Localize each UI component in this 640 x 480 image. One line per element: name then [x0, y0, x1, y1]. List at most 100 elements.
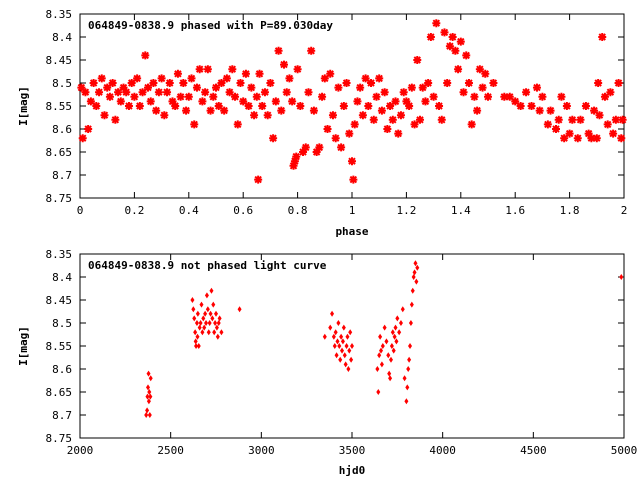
phased-data-point	[568, 115, 577, 124]
unphased-data-point	[376, 389, 381, 395]
unphased-data-point	[387, 370, 392, 377]
phased-data-point	[500, 92, 509, 101]
unphased-data-point	[404, 398, 409, 405]
phased-data-point	[144, 83, 152, 92]
phased-data-point	[124, 102, 133, 110]
phased-data-point	[470, 92, 479, 101]
phased-data-point	[241, 69, 250, 78]
unphased-ticks: 2000 2500 3000 3500 4000 4500 5000 8.35 8.4 8.45 8…	[46, 248, 638, 457]
unphased-data-point	[379, 361, 384, 368]
unphased-data-point	[333, 329, 338, 336]
phased-data-point	[315, 143, 324, 152]
phased-data-point	[231, 92, 240, 101]
phased-data-point	[274, 46, 283, 55]
phased-data-point	[410, 120, 419, 129]
phased-data-point	[361, 74, 370, 83]
unphased-x-tick-label: 2500	[157, 444, 184, 457]
phased-data-point	[402, 97, 411, 106]
phased-x-tick-label: 1.2	[396, 204, 416, 217]
unphased-data-point	[191, 306, 196, 313]
phased-y-axis-title: I[mag]	[17, 86, 30, 126]
phased-data-point	[606, 88, 615, 97]
unphased-data-point	[147, 412, 152, 418]
unphased-data-point	[408, 343, 413, 349]
phased-data-point	[122, 88, 131, 97]
phased-data-point	[187, 74, 196, 83]
phased-data-point	[116, 97, 125, 106]
unphased-data-point	[202, 324, 207, 331]
phased-data-point	[383, 125, 392, 133]
unphased-data-point	[194, 320, 199, 326]
unphased-data-point	[204, 320, 209, 326]
phased-data-point	[418, 83, 427, 92]
unphased-data-point	[346, 366, 351, 372]
phased-data-point	[119, 83, 128, 92]
phased-data-point	[407, 83, 416, 92]
unphased-data-point	[337, 343, 342, 349]
phased-data-point	[111, 115, 120, 124]
phased-data-point	[289, 161, 298, 170]
unphased-x-tick-label: 5000	[611, 444, 638, 457]
phased-data-point	[611, 115, 620, 124]
phased-data-point	[358, 111, 367, 120]
phased-x-tick-label: 1	[349, 204, 356, 217]
phased-points	[77, 19, 627, 184]
unphased-data-point	[409, 301, 414, 308]
phased-data-point	[176, 92, 185, 101]
unphased-data-point	[398, 320, 403, 326]
unphased-data-point	[348, 329, 353, 336]
unphased-data-point	[341, 324, 346, 331]
phased-data-point	[328, 111, 337, 120]
phased-data-point	[280, 60, 288, 69]
unphased-data-point	[400, 306, 405, 313]
unphased-x-tick-label: 3000	[248, 444, 275, 457]
unphased-data-point	[391, 347, 396, 354]
phased-data-point	[135, 102, 144, 110]
phased-data-point	[152, 106, 161, 115]
phased-data-point	[413, 56, 422, 64]
phased-data-point	[100, 111, 109, 120]
unphased-data-point	[205, 306, 210, 313]
unphased-data-point	[379, 347, 384, 354]
phased-data-point	[165, 79, 174, 87]
phased-data-point	[108, 79, 117, 87]
phased-y-tick-label: 8.55	[46, 100, 73, 113]
phased-data-point	[337, 143, 346, 152]
phased-data-point	[377, 106, 386, 115]
phased-x-tick-label: 0.2	[124, 204, 144, 217]
phased-data-point	[236, 79, 245, 87]
phased-y-tick-label: 8.5	[52, 77, 72, 90]
phased-data-point	[505, 92, 514, 101]
unphased-data-point	[330, 310, 335, 317]
unphased-data-point	[384, 338, 389, 345]
unphased-data-point	[338, 356, 343, 363]
phased-data-point	[307, 46, 316, 55]
phased-data-point	[440, 28, 449, 37]
phased-data-point	[157, 74, 166, 83]
phased-data-point	[592, 134, 601, 143]
phased-data-point	[209, 92, 218, 101]
phased-data-point	[146, 97, 155, 106]
unphased-y-tick-label: 8.65	[46, 386, 73, 399]
unphased-data-point	[408, 320, 413, 326]
phased-data-point	[326, 69, 335, 78]
phased-data-point	[456, 37, 465, 46]
unphased-data-point	[212, 329, 217, 336]
phased-plot-frame	[79, 13, 625, 199]
unphased-data-point	[388, 356, 393, 363]
unphased-data-point	[193, 338, 198, 345]
phased-data-point	[356, 83, 365, 92]
phased-data-point	[552, 125, 560, 133]
phased-data-point	[584, 129, 593, 138]
phased-data-point	[192, 83, 201, 92]
phased-data-point	[429, 92, 438, 101]
unphased-data-point	[193, 329, 198, 336]
phased-data-point	[214, 102, 223, 110]
phased-data-point	[184, 92, 193, 101]
phased-y-tick-label: 8.45	[46, 54, 73, 67]
phased-data-point	[532, 83, 541, 92]
unphased-data-point	[405, 384, 410, 391]
unphased-data-point	[213, 320, 218, 326]
unphased-data-point	[219, 329, 224, 336]
phased-data-point	[260, 88, 269, 97]
